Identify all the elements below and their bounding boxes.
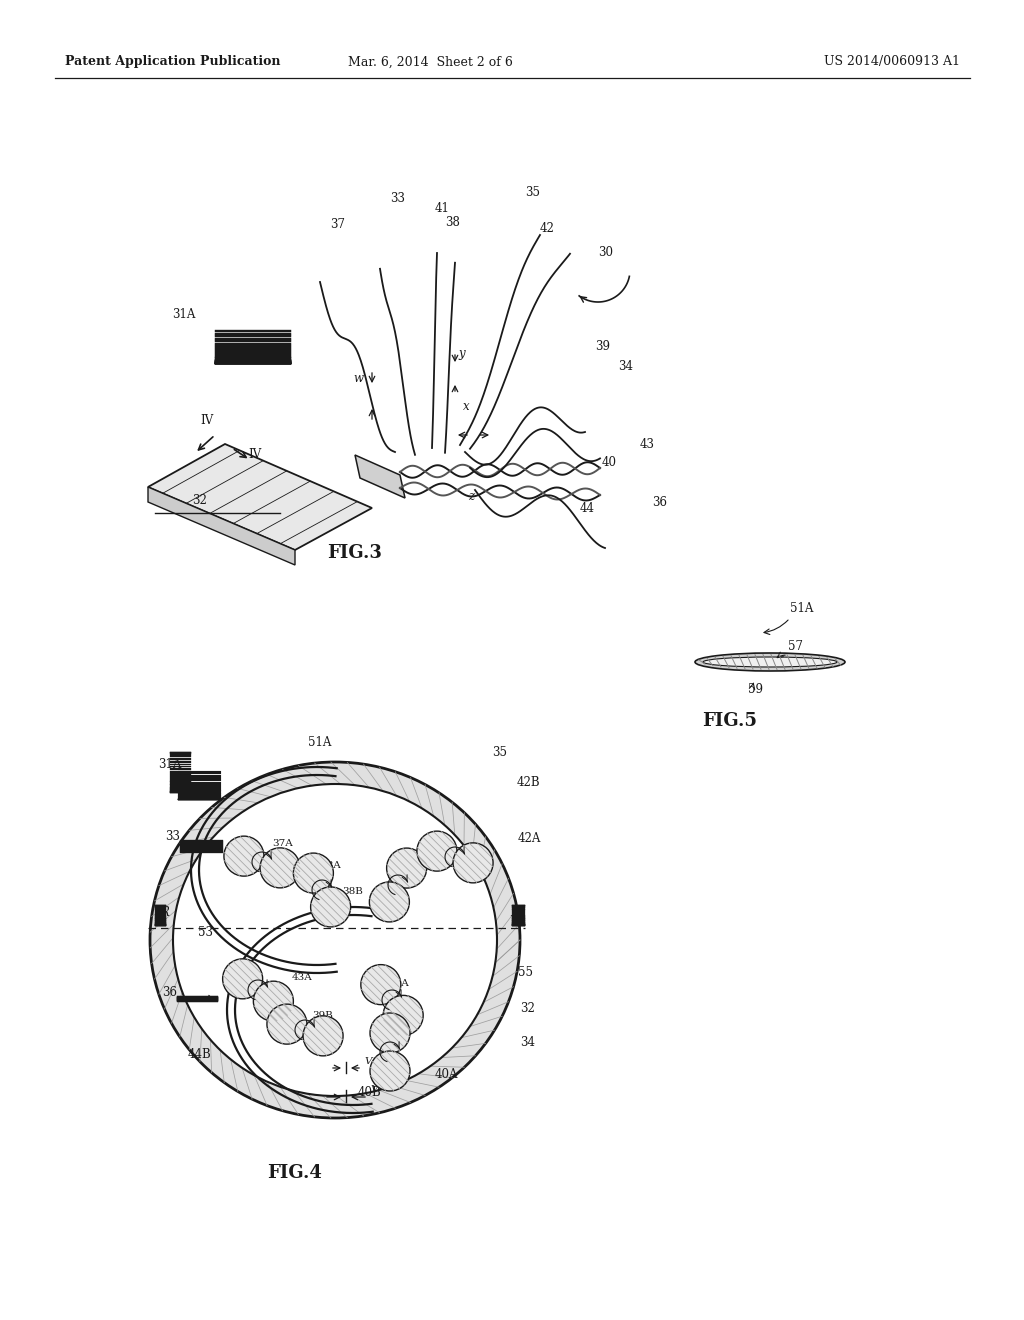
Text: x: x xyxy=(463,400,470,412)
Text: 33: 33 xyxy=(165,829,180,842)
Text: 51A: 51A xyxy=(308,735,332,748)
Text: 44: 44 xyxy=(580,502,595,515)
Text: 43: 43 xyxy=(640,438,655,451)
Ellipse shape xyxy=(417,832,457,871)
Text: V: V xyxy=(364,1057,372,1067)
Text: R: R xyxy=(510,906,519,919)
Ellipse shape xyxy=(703,657,837,667)
Ellipse shape xyxy=(253,981,293,1022)
Text: 55: 55 xyxy=(518,965,534,978)
Text: w: w xyxy=(353,371,362,384)
Text: FIG.5: FIG.5 xyxy=(702,711,758,730)
Text: 42B: 42B xyxy=(517,776,541,788)
Ellipse shape xyxy=(387,847,427,888)
Text: FIG.4: FIG.4 xyxy=(267,1164,323,1181)
Ellipse shape xyxy=(695,653,845,671)
Text: 41: 41 xyxy=(435,202,450,214)
Text: Mar. 6, 2014  Sheet 2 of 6: Mar. 6, 2014 Sheet 2 of 6 xyxy=(347,55,512,69)
Ellipse shape xyxy=(360,965,400,1005)
Text: 43B: 43B xyxy=(238,968,259,977)
Text: 38: 38 xyxy=(445,215,460,228)
Text: 33: 33 xyxy=(390,191,406,205)
Text: IV: IV xyxy=(200,413,213,426)
Text: 32: 32 xyxy=(193,494,207,507)
Text: 40A: 40A xyxy=(435,1068,459,1081)
Text: 51A: 51A xyxy=(790,602,813,615)
Ellipse shape xyxy=(267,1005,307,1044)
Text: V: V xyxy=(370,1085,378,1094)
Polygon shape xyxy=(148,444,372,550)
Text: 35: 35 xyxy=(525,186,540,199)
Text: 39B: 39B xyxy=(312,1011,333,1019)
Ellipse shape xyxy=(383,995,423,1035)
Text: 37: 37 xyxy=(330,219,345,231)
Text: US 2014/0060913 A1: US 2014/0060913 A1 xyxy=(824,55,961,69)
Text: y: y xyxy=(458,346,465,359)
Text: 31A: 31A xyxy=(172,309,196,322)
Ellipse shape xyxy=(224,836,264,876)
Text: 36: 36 xyxy=(652,495,667,508)
Text: 42: 42 xyxy=(540,222,555,235)
Ellipse shape xyxy=(370,882,410,921)
Text: 57: 57 xyxy=(788,640,803,653)
Text: 37A: 37A xyxy=(272,838,293,847)
Ellipse shape xyxy=(173,784,497,1096)
Text: Patent Application Publication: Patent Application Publication xyxy=(65,55,281,69)
Ellipse shape xyxy=(222,958,262,999)
Polygon shape xyxy=(148,487,295,565)
Text: 44B: 44B xyxy=(188,1048,212,1061)
Text: FIG.3: FIG.3 xyxy=(328,544,382,562)
Ellipse shape xyxy=(370,1051,410,1092)
Text: 36: 36 xyxy=(162,986,177,998)
Text: 40: 40 xyxy=(602,455,617,469)
Ellipse shape xyxy=(303,1016,343,1056)
Ellipse shape xyxy=(310,887,350,927)
Text: 44A: 44A xyxy=(302,1034,323,1043)
Ellipse shape xyxy=(293,853,334,894)
Text: 38B: 38B xyxy=(342,887,362,896)
Text: 41B: 41B xyxy=(388,874,409,883)
Text: 59: 59 xyxy=(748,682,763,696)
Text: 34: 34 xyxy=(520,1036,535,1049)
Text: 42A: 42A xyxy=(518,832,542,845)
Ellipse shape xyxy=(150,762,520,1118)
Text: 34: 34 xyxy=(618,359,633,372)
Text: 30: 30 xyxy=(598,246,613,259)
Text: z: z xyxy=(468,491,474,503)
Polygon shape xyxy=(355,455,406,498)
Ellipse shape xyxy=(370,1012,410,1053)
Text: 35: 35 xyxy=(492,747,507,759)
Text: 39: 39 xyxy=(595,341,610,354)
Text: R: R xyxy=(160,906,169,919)
Text: 31A: 31A xyxy=(158,759,181,771)
Text: 38A: 38A xyxy=(319,861,341,870)
Text: 41A: 41A xyxy=(386,892,407,902)
Text: 37B: 37B xyxy=(270,858,291,866)
Text: 32: 32 xyxy=(520,1002,535,1015)
Ellipse shape xyxy=(453,843,494,883)
Text: 40B: 40B xyxy=(358,1086,382,1100)
Text: 39A: 39A xyxy=(388,978,409,987)
Ellipse shape xyxy=(260,847,300,888)
Text: 53: 53 xyxy=(198,925,213,939)
Text: IV: IV xyxy=(248,449,261,462)
Text: 43A: 43A xyxy=(292,974,312,982)
